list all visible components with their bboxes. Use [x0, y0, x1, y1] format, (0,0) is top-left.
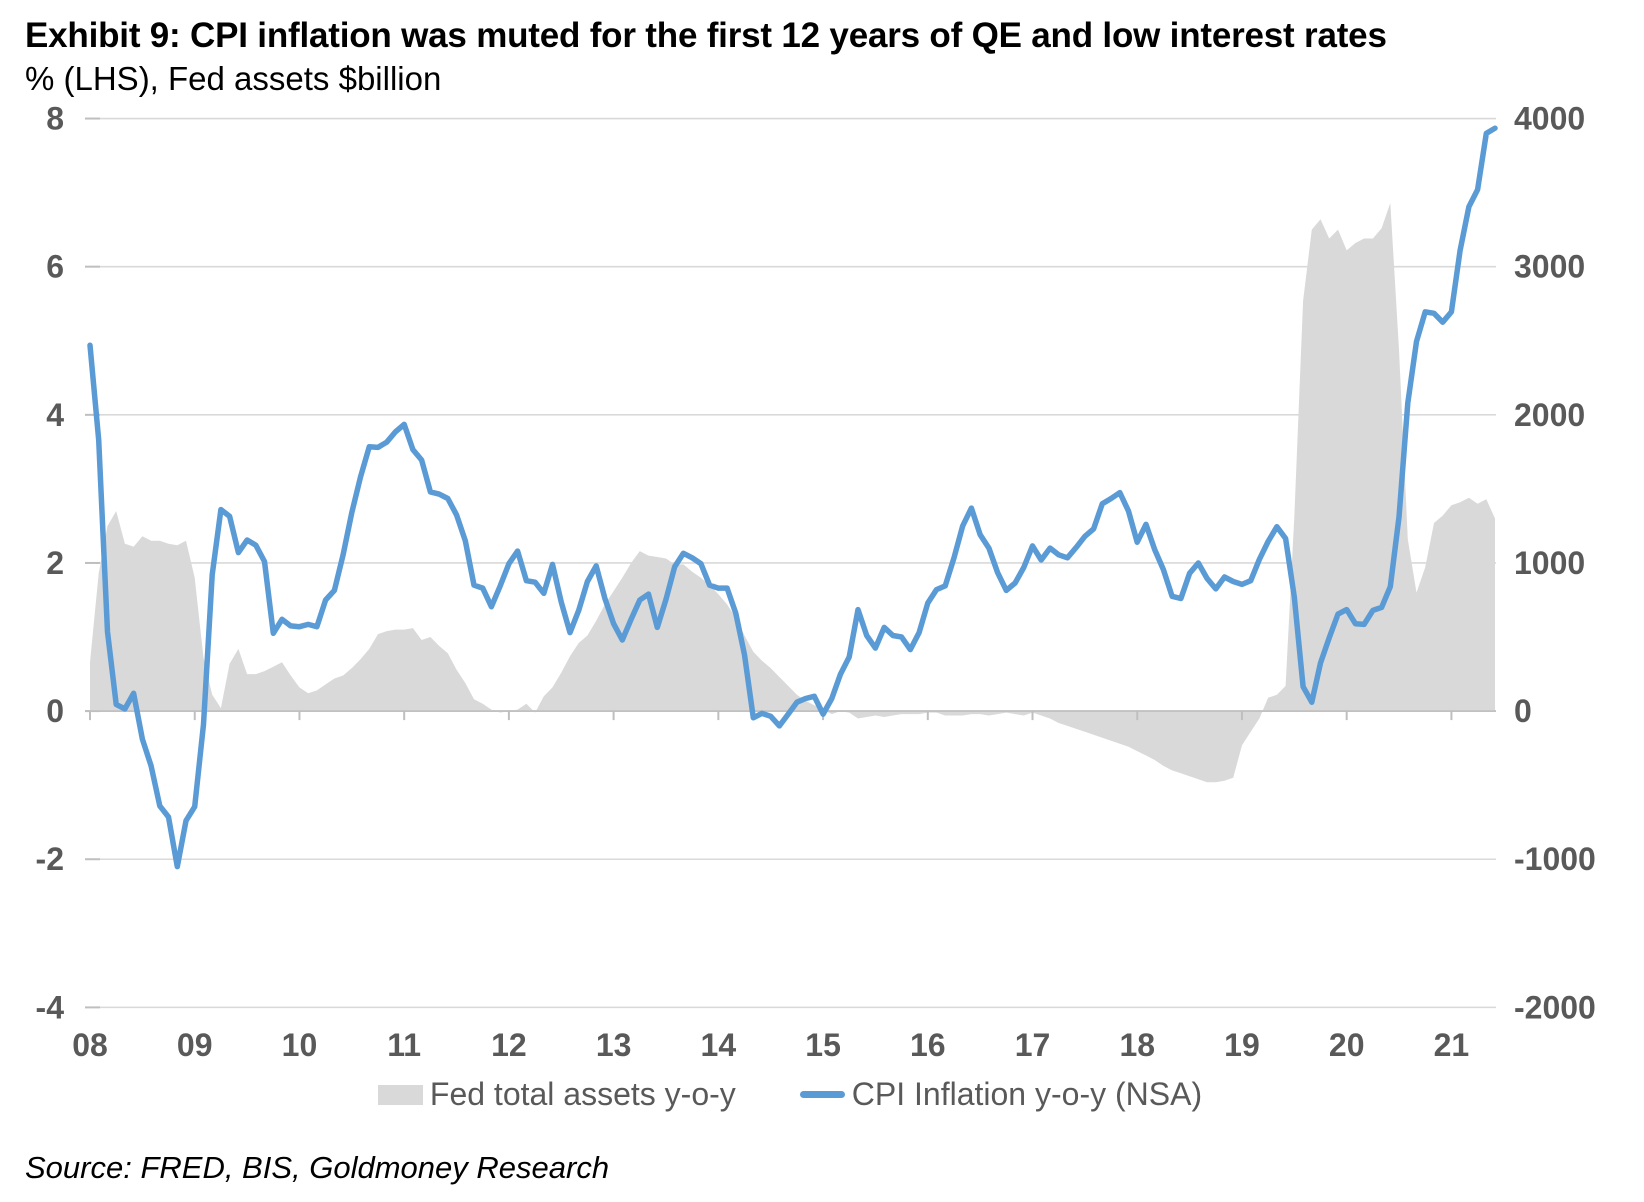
axis-units-subtitle: % (LHS), Fed assets $billion [25, 60, 442, 97]
legend-item-fed-assets: Fed total assets y-o-y [377, 1076, 736, 1113]
left-axis-tick-label: 0 [46, 693, 64, 729]
legend-label-fed-assets: Fed total assets y-o-y [429, 1076, 736, 1112]
area-swatch-icon [377, 1084, 423, 1105]
left-axis-tick-label: -2 [36, 841, 64, 877]
cpi-line [87, 125, 1498, 870]
x-axis-labels: 08 09 10 11 12 13 14 15 16 17 18 19 20 21 [72, 1027, 1469, 1063]
right-axis-tick-label: 3000 [1514, 249, 1585, 285]
right-axis-tick-label: -1000 [1514, 841, 1596, 877]
line-swatch-icon [799, 1091, 845, 1098]
right-axis-labels: 4000 3000 2000 1000 0 -1000 -2000 [1514, 101, 1596, 1026]
x-axis-tick-label: 15 [805, 1027, 841, 1063]
left-axis-tick-label: 2 [46, 545, 64, 581]
legend: Fed total assets y-o-y CPI Inflation y-o… [0, 1076, 1580, 1113]
legend-item-cpi: CPI Inflation y-o-y (NSA) [799, 1076, 1203, 1113]
right-axis-tick-label: 4000 [1514, 101, 1585, 137]
left-axis-tick-label: 8 [46, 101, 64, 137]
x-axis-tick-label: 18 [1119, 1027, 1155, 1063]
x-axis-tick-label: 13 [596, 1027, 632, 1063]
source-note: Source: FRED, BIS, Goldmoney Research [25, 1150, 610, 1185]
x-axis-tick-label: 08 [72, 1027, 108, 1063]
x-axis-tick-label: 14 [701, 1027, 737, 1063]
right-axis-tick-label: 1000 [1514, 545, 1585, 581]
fed-assets-area [90, 203, 1495, 783]
x-axis-tick-label: 17 [1015, 1027, 1051, 1063]
right-axis-tick-label: 2000 [1514, 397, 1585, 433]
left-axis-tick-label: 6 [46, 249, 64, 285]
right-axis-tick-label: -2000 [1514, 989, 1596, 1025]
x-axis-tick-label: 20 [1329, 1027, 1365, 1063]
x-axis-tick-label: 21 [1434, 1027, 1470, 1063]
legend-label-cpi: CPI Inflation y-o-y (NSA) [851, 1076, 1203, 1112]
left-axis-tick-label: -4 [36, 989, 65, 1025]
x-axis-tick-label: 10 [282, 1027, 318, 1063]
x-axis-tick-label: 12 [491, 1027, 527, 1063]
chart-title: Exhibit 9: CPI inflation was muted for t… [25, 16, 1387, 55]
x-axis-tick-label: 16 [910, 1027, 946, 1063]
x-axis-tick-label: 11 [387, 1027, 421, 1063]
x-axis-tick-label: 19 [1224, 1027, 1260, 1063]
x-axis-tick-label: 09 [177, 1027, 213, 1063]
left-axis-tick-label: 4 [46, 397, 64, 433]
left-axis-labels: 8 6 4 2 0 -2 -4 [36, 101, 65, 1026]
gridlines [85, 117, 1496, 1009]
right-axis-tick-label: 0 [1514, 693, 1532, 729]
